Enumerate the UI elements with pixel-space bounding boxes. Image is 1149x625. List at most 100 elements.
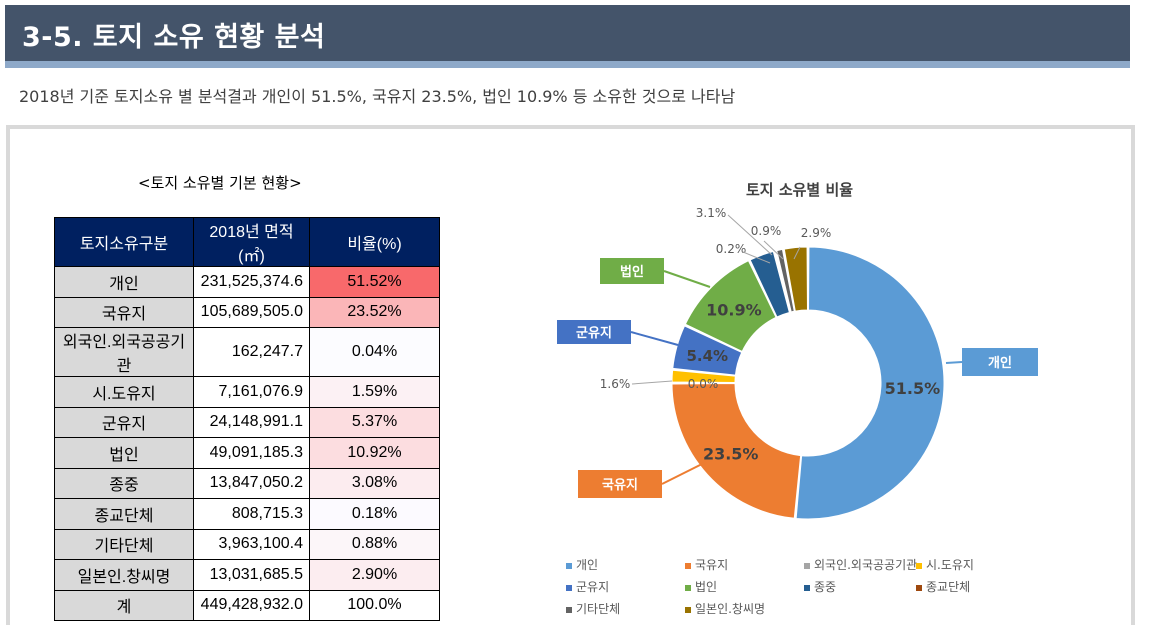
legend-swatch: [685, 606, 691, 613]
data-label-2: 23.5%: [703, 444, 759, 463]
table-row: 기타단체 3,963,100.4 0.88%: [54, 528, 440, 560]
header-category: 토지소유구분: [54, 217, 194, 267]
legend-item: 외국인.외국공공기관: [804, 556, 917, 573]
cell-area: 231,525,374.6: [193, 266, 310, 298]
legend-swatch: [916, 584, 922, 591]
legend-item: 기타단체: [566, 600, 620, 617]
table-row: 시.도유지 7,161,076.9 1.59%: [54, 376, 440, 408]
page-title: 3-5. 토지 소유 현황 분석: [22, 22, 326, 53]
data-label-3: 0.0%: [688, 377, 719, 391]
cell-ratio: 0.18%: [309, 498, 440, 530]
table-row: 종교단체 808,715.3 0.18%: [54, 498, 440, 530]
land-ownership-table: 토지소유구분 2018년 면적(㎡) 비율(%) 개인 231,525,374.6…: [54, 217, 440, 621]
callout-line-4: [663, 270, 711, 288]
leader-line-5: [793, 246, 801, 260]
legend-label: 기타단체: [576, 602, 621, 616]
cell-category: 종교단체: [54, 498, 194, 530]
page-subtitle: 2018년 기준 토지소유 별 분석결과 개인이 51.5%, 국유지 23.5…: [19, 87, 736, 106]
data-label-5: 5.4%: [686, 347, 728, 365]
cell-area: 449,428,932.0: [193, 589, 310, 621]
cell-area: 3,963,100.4: [193, 528, 310, 560]
cell-category: 일본인.창씨명: [54, 559, 194, 591]
table-title: <토지 소유별 기본 현황>: [138, 174, 302, 192]
table-row: 국유지 105,689,505.0 23.52%: [54, 296, 440, 328]
legend-label: 법인: [695, 580, 718, 594]
callout-line-2: [661, 461, 707, 485]
data-label-6: 10.9%: [706, 300, 762, 319]
legend-label: 외국인.외국공공기관: [814, 558, 918, 572]
title-underline: [5, 61, 1130, 68]
legend-label: 개인: [576, 558, 599, 572]
legend-swatch: [566, 584, 572, 591]
legend-label: 종중: [814, 580, 837, 594]
callout-box-1: [962, 348, 1038, 376]
legend-item: 일본인.창씨명: [685, 600, 765, 617]
table-body: 개인 231,525,374.6 51.52% 국유지 105,689,505.0 23.…: [54, 266, 440, 621]
cell-category: 계: [54, 589, 194, 621]
cell-ratio: 1.59%: [309, 376, 440, 408]
callout-box-3: [557, 320, 631, 344]
cell-ratio: 2.90%: [309, 559, 440, 591]
table-row: 군유지 24,148,991.1 5.37%: [54, 406, 440, 438]
donut-slice-6: [684, 260, 777, 353]
cell-category: 법인: [54, 437, 194, 469]
cell-area: 105,689,505.0: [193, 296, 310, 328]
table-row: 일본인.창씨명 13,031,685.5 2.90%: [54, 559, 440, 591]
donut-chart: 51.5% 23.5% 0.0% 1.6% 5.4% 10.9% 3.1% 0.2% 0.9% 2…: [557, 206, 1038, 520]
callout-label-3: 군유지: [576, 326, 612, 341]
cell-category: 종중: [54, 467, 194, 499]
cell-ratio: 23.52%: [309, 296, 440, 328]
cell-ratio: 0.04%: [309, 327, 440, 377]
legend-swatch: [685, 562, 691, 569]
legend-item: 종교단체: [916, 578, 970, 595]
title-bar: 3-5. 토지 소유 현황 분석: [5, 5, 1130, 61]
cell-ratio: 10.92%: [309, 437, 440, 469]
legend-label: 일본인.창씨명: [695, 602, 766, 616]
donut-slice-9: [776, 248, 795, 313]
legend-item: 법인: [685, 578, 717, 595]
legend-item: 군유지: [566, 578, 609, 595]
cell-area: 7,161,076.9: [193, 376, 310, 408]
cell-category: 기타단체: [54, 528, 194, 560]
callout-box-4: [600, 258, 664, 284]
leader-line-2: [727, 214, 773, 256]
header-ratio: 비율(%): [309, 217, 440, 267]
leader-line-4: [763, 240, 784, 260]
callout-label-1: 개인: [988, 355, 1012, 371]
donut-slice-1: [795, 246, 945, 520]
legend-swatch: [804, 584, 810, 591]
chart-title: 토지 소유별 비율: [746, 181, 854, 199]
donut-slice-5: [672, 325, 743, 376]
legend-swatch: [685, 584, 691, 591]
legend-swatch: [566, 606, 572, 613]
cell-ratio: 100.0%: [309, 589, 440, 621]
cell-area: 24,148,991.1: [193, 406, 310, 438]
leader-line-1: [631, 380, 673, 385]
cell-ratio: 51.52%: [309, 266, 440, 298]
callout-box-2: [578, 470, 662, 498]
callout-label-4: 법인: [620, 264, 644, 280]
legend-label: 국유지: [695, 558, 729, 572]
table-row: 종중 13,847,050.2 3.08%: [54, 467, 440, 499]
header-area: 2018년 면적(㎡): [193, 217, 310, 267]
cell-category: 개인: [54, 266, 194, 298]
data-label-4: 1.6%: [600, 377, 631, 391]
leader-line-3: [742, 251, 771, 264]
legend-label: 군유지: [576, 580, 610, 594]
legend-item: 종중: [804, 578, 836, 595]
callout-label-2: 국유지: [602, 478, 638, 493]
data-label-10: 2.9%: [801, 226, 832, 240]
callout-line-3: [630, 331, 679, 346]
legend-label: 종교단체: [926, 580, 971, 594]
table-row: 개인 231,525,374.6 51.52%: [54, 266, 440, 298]
legend-swatch: [916, 562, 922, 569]
legend-label: 시.도유지: [926, 558, 974, 572]
data-label-7: 3.1%: [696, 206, 727, 220]
donut-slice-4: [671, 369, 736, 383]
cell-area: 808,715.3: [193, 498, 310, 530]
cell-area: 162,247.7: [193, 327, 310, 377]
table-row: 외국인.외국공공기관 162,247.7 0.04%: [54, 327, 440, 377]
callout-line-1: [945, 361, 963, 364]
legend-swatch: [804, 562, 810, 569]
cell-area: 13,847,050.2: [193, 467, 310, 499]
